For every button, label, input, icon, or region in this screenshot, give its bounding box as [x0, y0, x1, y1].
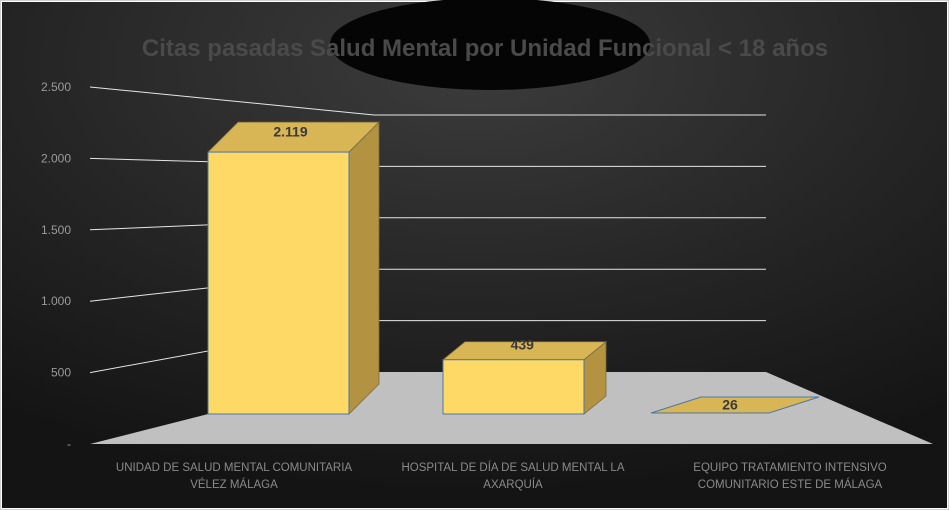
bar — [442, 359, 585, 415]
y-tick-label: 500 — [51, 366, 71, 380]
y-tick-label: 2.500 — [41, 80, 71, 94]
side-gridline — [89, 86, 375, 116]
data-label: 26 — [722, 397, 738, 413]
category-label: UNIDAD DE SALUD MENTAL COMUNITARIA — [116, 462, 353, 474]
category-label: COMUNITARIO ESTE DE MÁLAGA — [698, 478, 883, 491]
chart-title: Citas pasadas Salud Mental por Unidad Fu… — [142, 35, 828, 62]
category-label: AXARQUÍA — [483, 478, 543, 491]
bar — [207, 151, 350, 415]
y-tick-label: 1.500 — [41, 223, 71, 237]
data-label: 439 — [511, 337, 535, 353]
y-tick-label: 2.000 — [41, 151, 71, 165]
bar-side — [348, 121, 380, 415]
y-tick-label: 1.000 — [41, 294, 71, 308]
category-label: HOSPITAL DE DÍA DE SALUD MENTAL LA — [401, 461, 624, 474]
y-tick-label: - — [67, 437, 71, 451]
bar — [650, 396, 820, 414]
category-label: VÉLEZ MÁLAGA — [190, 478, 278, 491]
data-label: 2.119 — [273, 124, 307, 140]
category-label: EQUIPO TRATAMIENTO INTENSIVO — [693, 462, 886, 474]
title-highlight — [330, 0, 650, 90]
